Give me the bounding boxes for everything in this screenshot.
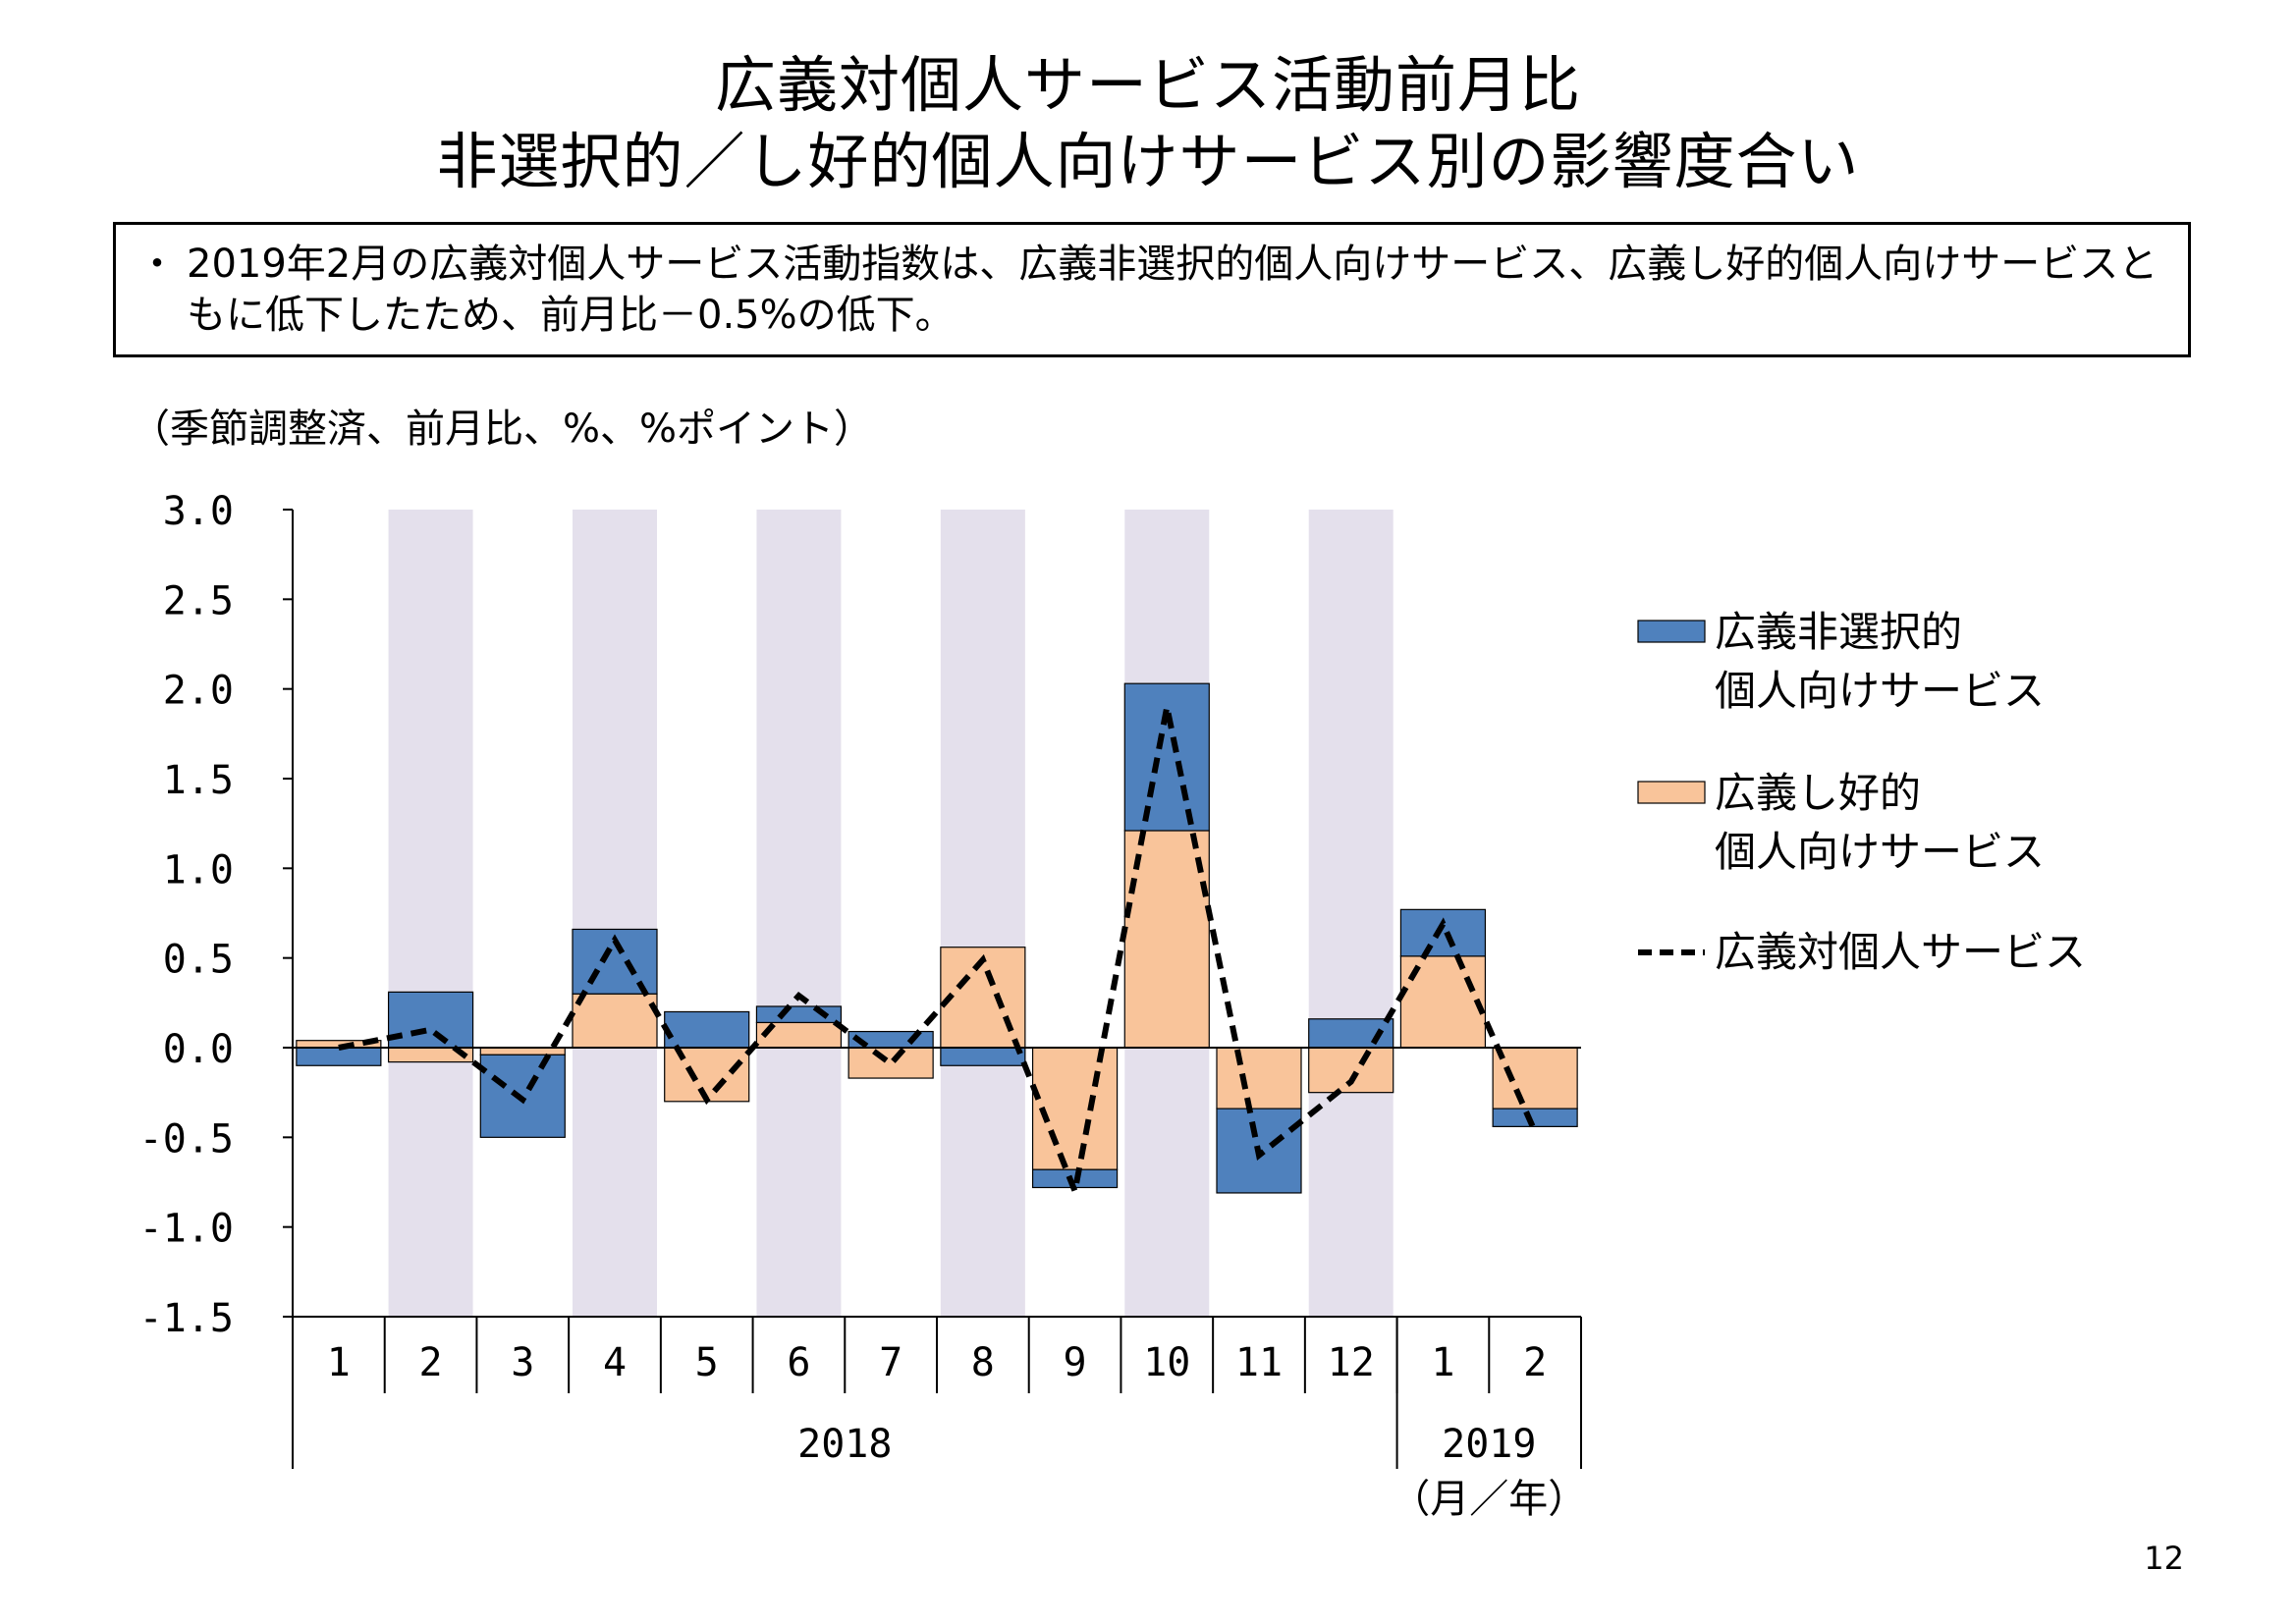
axes-layer: 3.02.52.01.51.00.50.0-0.5-1.0-1.51 2 3 4 5 6 7… — [139, 489, 1588, 1522]
legend-label: 個人向けサービス — [1715, 667, 2045, 715]
shade-band — [1308, 510, 1394, 1317]
legend-label: 広義対個人サービス — [1715, 928, 2086, 976]
x-tick-label: 3 — [511, 1340, 534, 1385]
x-unit-label: （月／年） — [1391, 1477, 1587, 1522]
x-tick-label: 6 — [787, 1340, 810, 1385]
x-tick-label: 12 — [1328, 1340, 1375, 1385]
title-line-1: 広義対個人サービス活動前月比 — [714, 49, 1581, 121]
summary-box: ・ 2019年2月の広義対個人サービス活動指数は、広義非選択的個人向けサービス、… — [113, 222, 2191, 357]
bars-layer — [296, 682, 1578, 1194]
x-tick-label: 7 — [879, 1340, 902, 1385]
bar-discretionary — [847, 1047, 934, 1079]
y-tick-label: 2.5 — [163, 578, 234, 623]
legend-label: 広義非選択的 — [1715, 608, 1962, 656]
bar-discretionary — [479, 1047, 566, 1056]
shade-band — [756, 510, 842, 1317]
y-tick-label: 1.5 — [163, 758, 234, 803]
summary-text: 2019年2月の広義対個人サービス活動指数は、広義非選択的個人向けサービス、広義… — [187, 242, 2159, 338]
x-tick-label: 2 — [419, 1340, 443, 1385]
legend-swatch — [1637, 620, 1706, 643]
x-tick-label: 4 — [603, 1340, 627, 1385]
bar-discretionary — [755, 1021, 843, 1049]
bar-non-selective — [387, 991, 474, 1049]
line-layer — [338, 706, 1538, 1202]
x-tick-label: 5 — [695, 1340, 719, 1385]
shade-band — [940, 510, 1025, 1317]
bar-non-selective — [1399, 908, 1487, 957]
x-tick-label: 10 — [1143, 1340, 1190, 1385]
y-tick-label: -1.5 — [139, 1296, 234, 1341]
x-tick-label: 1 — [1431, 1340, 1454, 1385]
bar-non-selective — [940, 1047, 1026, 1066]
page-title: 広義対個人サービス活動前月比 非選択的／し好的個人向けサービス別の影響度合い — [0, 47, 2296, 200]
bar-discretionary — [664, 1047, 750, 1103]
shade-band — [573, 510, 657, 1317]
summary-bullet: ・ — [137, 242, 177, 287]
year-label: 2018 — [797, 1422, 892, 1467]
bar-non-selective — [1123, 682, 1210, 832]
y-tick-label: 0.0 — [163, 1027, 234, 1072]
legend-swatch — [1637, 781, 1706, 804]
shading-layer — [388, 510, 1394, 1317]
legend-label: 個人向けサービス — [1715, 828, 2045, 876]
y-tick-label: -0.5 — [139, 1116, 234, 1162]
legend-label: 広義し好的 — [1715, 769, 1921, 817]
y-tick-label: -1.0 — [139, 1207, 234, 1252]
bar-non-selective — [296, 1047, 382, 1066]
year-label: 2019 — [1442, 1422, 1536, 1467]
bar-non-selective — [1308, 1018, 1394, 1049]
x-tick-label: 2 — [1523, 1340, 1547, 1385]
y-tick-label: 0.5 — [163, 938, 234, 983]
y-tick-label: 3.0 — [163, 489, 234, 534]
unit-label: （季節調整済、前月比、%、%ポイント） — [131, 406, 874, 452]
y-tick-label: 1.0 — [163, 847, 234, 893]
bar-discretionary — [572, 993, 658, 1049]
bar-discretionary — [1031, 1047, 1119, 1170]
x-tick-label: 1 — [327, 1340, 351, 1385]
x-tick-label: 11 — [1235, 1340, 1283, 1385]
bar-non-selective — [1492, 1108, 1578, 1127]
bar-discretionary — [1216, 1047, 1302, 1110]
page-number: 12 — [2144, 1540, 2184, 1577]
x-tick-label: 9 — [1064, 1340, 1087, 1385]
x-tick-label: 8 — [971, 1340, 995, 1385]
line-series-total — [338, 706, 1538, 1202]
bar-discretionary — [1492, 1047, 1578, 1110]
bar-non-selective — [664, 1010, 750, 1049]
y-tick-label: 2.0 — [163, 669, 234, 714]
title-line-2: 非選択的／し好的個人向けサービス別の影響度合い — [436, 126, 1860, 197]
bar-discretionary — [1308, 1047, 1394, 1094]
shade-band — [388, 510, 473, 1317]
